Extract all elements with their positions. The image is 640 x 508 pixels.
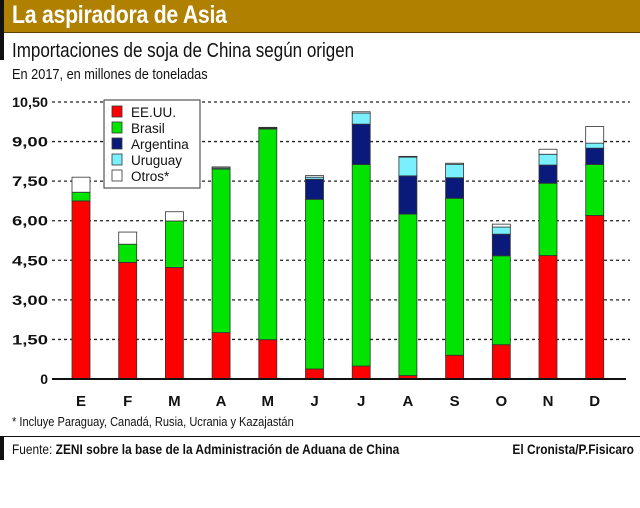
bar-segment-eeuu — [305, 368, 324, 380]
bar-segment-brasil — [118, 243, 138, 263]
bar-segment-argentina — [305, 178, 324, 200]
legend-label: EE.UU. — [131, 105, 176, 120]
x-tick-label: M — [168, 393, 181, 410]
bar-segment-otros — [351, 111, 371, 114]
bar-segment-eeuu — [445, 354, 465, 380]
bar-segment-brasil — [398, 213, 418, 376]
legend-swatch — [111, 137, 123, 150]
legend-label: Brasil — [131, 121, 165, 136]
x-tick-label: M — [262, 393, 275, 410]
legend-swatch — [111, 121, 123, 134]
bar-segment-otros — [445, 162, 465, 165]
bar-segment-brasil — [71, 191, 91, 202]
bar-segment-eeuu — [258, 339, 278, 380]
bar-segment-brasil — [445, 197, 465, 356]
bar-segment-brasil — [491, 255, 511, 346]
bar-segment-otros — [211, 166, 231, 169]
y-tick-label: 9,00 — [12, 134, 48, 150]
y-tick-label: 1,50 — [12, 331, 48, 347]
credit: El Cronista/P.Fisicaro — [512, 441, 634, 457]
y-tick-label: 0 — [40, 371, 48, 387]
bar-segment-argentina — [445, 177, 465, 199]
bar-segment-otros — [398, 155, 418, 158]
x-tick-label: J — [310, 393, 318, 410]
legend-swatch — [111, 153, 123, 166]
bar-segment-otros — [305, 175, 324, 178]
bar-segment-eeuu — [351, 365, 371, 380]
legend-swatch — [111, 105, 123, 118]
chart-subtitle: En 2017, en millones de toneladas — [12, 66, 208, 83]
legend-label: Otros* — [131, 169, 170, 184]
x-tick-label: A — [216, 393, 227, 410]
bar-segment-brasil — [164, 220, 184, 268]
left-accent-bar — [0, 0, 4, 60]
source-label: Fuente: — [12, 441, 56, 457]
bar-segment-otros — [538, 148, 558, 155]
x-tick-label: N — [543, 393, 554, 410]
bar-segment-eeuu — [71, 200, 91, 380]
bar-segment-uruguay — [351, 112, 371, 125]
header-banner: La aspiradora de Asia — [0, 0, 640, 33]
x-tick-label: D — [589, 393, 600, 410]
bar-segment-brasil — [585, 164, 605, 216]
legend-swatch — [111, 169, 123, 182]
bar-segment-eeuu — [491, 344, 511, 380]
footnote: * Incluye Paraguay, Canadá, Rusia, Ucran… — [12, 414, 294, 429]
bar-segment-eeuu — [164, 267, 184, 380]
bar-segment-uruguay — [445, 163, 465, 179]
bar-segment-otros — [491, 223, 511, 228]
y-tick-label: 7,50 — [12, 173, 48, 189]
x-tick-label: S — [450, 393, 460, 410]
bar-segment-eeuu — [211, 332, 231, 380]
bar-segment-argentina — [351, 123, 371, 165]
bar-segment-brasil — [351, 164, 371, 367]
footer-accent-bar — [0, 436, 4, 460]
y-tick-label: 10,50 — [12, 94, 48, 110]
source-line: Fuente: ZENI sobre la base de la Adminis… — [12, 441, 399, 457]
banner-title: La aspiradora de Asia — [12, 1, 227, 29]
x-tick-label: J — [357, 393, 365, 410]
y-tick-label: 6,00 — [12, 213, 48, 229]
chart-title: Importaciones de soja de China según ori… — [12, 40, 355, 62]
bar-segment-otros — [258, 126, 278, 129]
x-tick-label: F — [123, 393, 132, 410]
legend-label: Argentina — [131, 137, 189, 152]
bar-segment-otros — [71, 176, 91, 193]
bar-segment-eeuu — [118, 261, 138, 380]
bar-segment-otros — [164, 211, 184, 222]
bar-segment-eeuu — [585, 215, 605, 380]
bar-segment-brasil — [211, 168, 231, 333]
bar-segment-eeuu — [538, 255, 558, 380]
bar-segment-uruguay — [585, 142, 605, 149]
bar-segment-otros — [585, 126, 605, 144]
bar-segment-argentina — [398, 175, 418, 215]
bar-segment-uruguay — [538, 153, 558, 166]
x-tick-label: O — [495, 393, 507, 410]
y-tick-label: 3,00 — [12, 292, 48, 308]
bar-segment-uruguay — [491, 226, 511, 235]
footer-divider — [0, 436, 640, 437]
bar-segment-argentina — [538, 164, 558, 184]
bar-segment-brasil — [258, 128, 278, 341]
y-tick-label: 4,50 — [12, 252, 48, 268]
bar-segment-brasil — [305, 198, 324, 370]
bar-segment-otros — [118, 231, 138, 245]
bar-segment-uruguay — [398, 156, 418, 177]
legend-label: Uruguay — [131, 153, 182, 168]
bar-segment-brasil — [538, 182, 558, 256]
bar-segment-argentina — [491, 233, 511, 257]
x-tick-label: E — [76, 393, 86, 410]
source-text: ZENI sobre la base de la Administración … — [55, 441, 400, 457]
bar-segment-argentina — [585, 147, 605, 165]
x-tick-label: A — [402, 393, 413, 410]
